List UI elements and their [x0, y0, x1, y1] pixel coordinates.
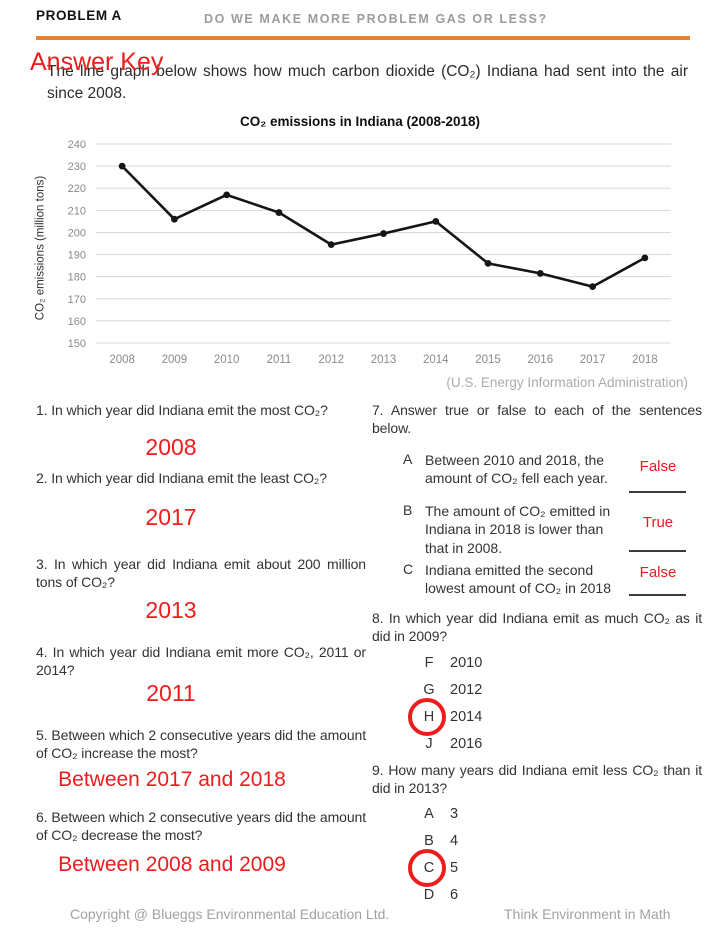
intro-text: The line graph below shows how much carb… — [47, 63, 688, 102]
q9-option-a-letter: A — [424, 806, 434, 822]
svg-text:2011: 2011 — [267, 354, 292, 366]
question-2: 2. In which year did Indiana emit the le… — [36, 470, 327, 486]
answer-6: Between 2008 and 2009 — [58, 853, 286, 876]
q7-item-c-answer: False — [639, 564, 677, 581]
q8-option-g-letter: G — [423, 682, 435, 698]
question-6: 6. Between which 2 consecutive years did… — [36, 809, 366, 844]
q8-option-f-value: 2010 — [450, 655, 483, 671]
q8-option-j-letter: J — [425, 736, 433, 752]
svg-text:2018: 2018 — [632, 354, 658, 366]
question-5: 5. Between which 2 consecutive years did… — [36, 727, 366, 762]
header-divider — [36, 36, 690, 40]
co2-line-chart: CO₂ emissions in Indiana (2008-2018) CO₂… — [30, 112, 690, 397]
q8-option-g: G 2012 — [420, 682, 482, 698]
q9-option-b-value: 4 — [450, 833, 459, 849]
svg-text:2008: 2008 — [109, 354, 135, 366]
footer-tagline: Think Environment in Math — [504, 906, 671, 922]
answer-key-stamp: Answer Key — [30, 48, 164, 76]
q8-option-g-value: 2012 — [450, 682, 483, 698]
q8-option-f-letter: F — [424, 655, 434, 671]
q9-option-a: A 3 — [420, 806, 458, 822]
emissions-chart-svg: 240 230 220 210 200 190 180 170 160 150 2008 2009 20… — [68, 139, 671, 366]
svg-text:2017: 2017 — [580, 354, 606, 366]
footer-copyright: Copyright @ Blueggs Environmental Educat… — [70, 906, 390, 922]
q7-item-a-text: Between 2010 and 2018, the amount of CO₂… — [425, 452, 608, 487]
q8-option-h-letter: H — [423, 709, 435, 725]
svg-text:2012: 2012 — [318, 354, 344, 366]
svg-text:230: 230 — [68, 161, 86, 173]
svg-text:2013: 2013 — [371, 354, 397, 366]
q7-item-c-letter: C — [403, 561, 414, 577]
q9-option-d: D 6 — [420, 887, 458, 903]
chart-source-attribution: (U.S. Energy Information Administration) — [446, 375, 688, 390]
question-8: 8. In which year did Indiana emit as muc… — [372, 610, 702, 645]
q8-option-h-value: 2014 — [450, 709, 483, 725]
question-3: 3. In which year did Indiana emit about … — [36, 556, 366, 591]
answer-2: 2017 — [145, 504, 197, 530]
svg-text:210: 210 — [68, 205, 86, 217]
answer-3: 2013 — [145, 597, 197, 623]
q8-option-h: H 2014 — [420, 709, 483, 725]
q8-option-j: J 2016 — [420, 736, 482, 752]
answer-4: 2011 — [146, 680, 196, 706]
q7-item-c-answer-blank — [629, 594, 686, 596]
svg-text:2014: 2014 — [423, 354, 449, 366]
chart-title: CO₂ emissions in Indiana (2008-2018) — [239, 114, 481, 129]
q7-item-b-text: The amount of CO₂ emitted in Indiana in … — [425, 503, 611, 556]
q9-option-c-value: 5 — [450, 860, 459, 876]
question-4: 4. In which year did Indiana emit more C… — [36, 644, 366, 679]
svg-text:150: 150 — [68, 338, 86, 350]
question-1: 1. In which year did Indiana emit the mo… — [36, 402, 328, 418]
svg-text:170: 170 — [68, 294, 86, 306]
svg-text:180: 180 — [68, 272, 86, 284]
q7-item-c-text: Indiana emitted the second lowest amount… — [425, 562, 611, 597]
svg-text:200: 200 — [68, 227, 86, 239]
question-7: 7. Answer true or false to each of the s… — [372, 402, 702, 437]
q9-option-c-letter: C — [423, 860, 435, 876]
svg-text:2010: 2010 — [214, 354, 240, 366]
question-9: 9. How many years did Indiana emit less … — [372, 762, 702, 797]
q9-option-c: C 5 — [420, 860, 458, 876]
q9-option-b: B 4 — [420, 833, 458, 849]
svg-text:160: 160 — [68, 316, 86, 328]
svg-text:2009: 2009 — [162, 354, 188, 366]
q9-option-d-value: 6 — [450, 887, 459, 903]
svg-text:240: 240 — [68, 139, 86, 151]
answer-5: Between 2017 and 2018 — [58, 768, 286, 791]
q8-answer-circle — [408, 698, 446, 736]
q7-item-b-letter: B — [403, 502, 413, 518]
page-title: DO WE MAKE MORE PROBLEM GAS OR LESS? — [204, 12, 548, 26]
svg-text:2016: 2016 — [528, 354, 554, 366]
q8-option-j-value: 2016 — [450, 736, 483, 752]
q9-option-d-letter: D — [423, 887, 435, 903]
q9-option-b-letter: B — [424, 833, 434, 849]
answer-1: 2008 — [145, 434, 197, 460]
q7-item-a-answer: False — [639, 458, 677, 475]
problem-label: PROBLEM A — [36, 8, 122, 23]
svg-text:190: 190 — [68, 250, 86, 262]
q9-option-a-value: 3 — [450, 806, 459, 822]
q7-item-b-answer-blank — [629, 550, 686, 552]
q8-option-f: F 2010 — [420, 655, 483, 671]
svg-text:2015: 2015 — [475, 354, 501, 366]
q9-answer-circle — [408, 849, 446, 887]
q7-item-a-letter: A — [403, 451, 413, 467]
q7-item-b-answer: True — [642, 514, 674, 531]
svg-text:220: 220 — [68, 183, 86, 195]
q7-item-a-answer-blank — [629, 491, 686, 493]
